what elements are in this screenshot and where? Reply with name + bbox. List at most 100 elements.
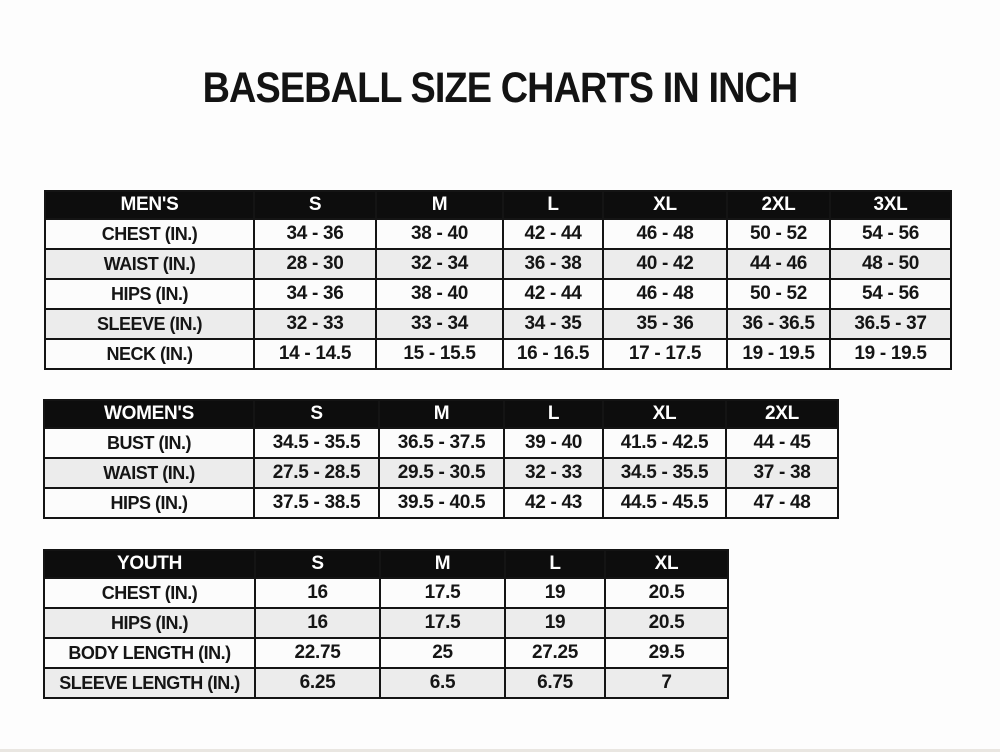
size-value-cell: 16 (254, 577, 381, 609)
womens-size-table: WOMEN'S S M L XL 2XL BUST (IN.) 34.5 - 3… (43, 399, 839, 519)
table-row: BODY LENGTH (IN.) 22.75 25 27.25 29.5 (43, 637, 729, 669)
table-row: HIPS (IN.) 34 - 36 38 - 40 42 - 44 46 - … (44, 278, 952, 310)
size-header-cell: M (375, 190, 504, 220)
row-label-cell: SLEEVE LENGTH (IN.) (43, 667, 256, 699)
size-value-cell: 6.25 (254, 667, 381, 699)
size-value-cell: 6.75 (504, 667, 606, 699)
size-value-cell: 34 - 36 (253, 278, 377, 310)
womens-table-title-cell: WOMEN'S (43, 399, 255, 429)
size-value-cell: 44 - 45 (725, 427, 839, 459)
size-value-cell: 34 - 36 (253, 218, 377, 250)
size-value-cell: 39.5 - 40.5 (378, 487, 505, 519)
table-row: WAIST (IN.) 28 - 30 32 - 34 36 - 38 40 -… (44, 248, 952, 280)
size-value-cell: 20.5 (604, 607, 729, 639)
size-value-cell: 25 (379, 637, 506, 669)
size-value-cell: 37.5 - 38.5 (253, 487, 380, 519)
size-value-cell: 54 - 56 (829, 218, 952, 250)
size-value-cell: 7 (604, 667, 729, 699)
size-value-cell: 14 - 14.5 (253, 338, 377, 370)
size-value-cell: 37 - 38 (725, 457, 839, 489)
page-title: BASEBALL SIZE CHARTS IN INCH (202, 64, 799, 112)
size-header-cell: 2XL (726, 190, 831, 220)
size-value-cell: 34.5 - 35.5 (602, 457, 727, 489)
size-header-cell: 2XL (725, 399, 839, 429)
table-row: BUST (IN.) 34.5 - 35.5 36.5 - 37.5 39 - … (43, 427, 839, 459)
size-header-cell: XL (602, 190, 728, 220)
row-label-cell: HIPS (IN.) (44, 278, 255, 310)
size-value-cell: 50 - 52 (726, 218, 831, 250)
size-value-cell: 16 - 16.5 (502, 338, 604, 370)
size-value-cell: 32 - 34 (375, 248, 504, 280)
size-value-cell: 46 - 48 (602, 218, 728, 250)
row-label-cell: CHEST (IN.) (43, 577, 256, 609)
size-header-cell: L (502, 190, 604, 220)
row-label-cell: BODY LENGTH (IN.) (43, 637, 256, 669)
size-value-cell: 32 - 33 (503, 457, 604, 489)
size-value-cell: 6.5 (379, 667, 506, 699)
size-value-cell: 28 - 30 (253, 248, 377, 280)
size-value-cell: 44 - 46 (726, 248, 831, 280)
size-header-cell: M (378, 399, 505, 429)
size-value-cell: 19 - 19.5 (726, 338, 831, 370)
size-header-cell: S (253, 190, 377, 220)
size-value-cell: 34 - 35 (502, 308, 604, 340)
row-label-cell: CHEST (IN.) (44, 218, 255, 250)
size-value-cell: 42 - 44 (502, 278, 604, 310)
row-label-cell: HIPS (IN.) (43, 487, 255, 519)
size-header-cell: XL (602, 399, 727, 429)
mens-size-table: MEN'S S M L XL 2XL 3XL CHEST (IN.) 34 - … (44, 190, 952, 370)
row-label-cell: SLEEVE (IN.) (44, 308, 255, 340)
size-value-cell: 38 - 40 (375, 278, 504, 310)
row-label-cell: BUST (IN.) (43, 427, 255, 459)
size-value-cell: 20.5 (604, 577, 729, 609)
size-value-cell: 34.5 - 35.5 (253, 427, 380, 459)
size-value-cell: 36 - 38 (502, 248, 604, 280)
table-row: HIPS (IN.) 37.5 - 38.5 39.5 - 40.5 42 - … (43, 487, 839, 519)
size-value-cell: 27.25 (504, 637, 606, 669)
table-row: CHEST (IN.) 34 - 36 38 - 40 42 - 44 46 -… (44, 218, 952, 250)
size-header-cell: 3XL (829, 190, 952, 220)
size-value-cell: 50 - 52 (726, 278, 831, 310)
row-label-cell: NECK (IN.) (44, 338, 255, 370)
row-label-cell: WAIST (IN.) (43, 457, 255, 489)
size-header-cell: L (504, 549, 606, 579)
size-value-cell: 39 - 40 (503, 427, 604, 459)
table-row: SLEEVE (IN.) 32 - 33 33 - 34 34 - 35 35 … (44, 308, 952, 340)
size-value-cell: 47 - 48 (725, 487, 839, 519)
size-value-cell: 35 - 36 (602, 308, 728, 340)
youth-header-row: YOUTH S M L XL (43, 549, 729, 579)
size-value-cell: 54 - 56 (829, 278, 952, 310)
table-row: WAIST (IN.) 27.5 - 28.5 29.5 - 30.5 32 -… (43, 457, 839, 489)
womens-header-row: WOMEN'S S M L XL 2XL (43, 399, 839, 429)
size-value-cell: 16 (254, 607, 381, 639)
size-header-cell: M (379, 549, 506, 579)
size-header-cell: XL (604, 549, 729, 579)
row-label-cell: HIPS (IN.) (43, 607, 256, 639)
size-value-cell: 38 - 40 (375, 218, 504, 250)
size-value-cell: 36.5 - 37.5 (378, 427, 505, 459)
youth-table-title-cell: YOUTH (43, 549, 256, 579)
size-value-cell: 19 (504, 577, 606, 609)
size-value-cell: 36 - 36.5 (726, 308, 831, 340)
table-row: NECK (IN.) 14 - 14.5 15 - 15.5 16 - 16.5… (44, 338, 952, 370)
size-value-cell: 40 - 42 (602, 248, 728, 280)
size-value-cell: 27.5 - 28.5 (253, 457, 380, 489)
size-header-cell: L (503, 399, 604, 429)
mens-header-row: MEN'S S M L XL 2XL 3XL (44, 190, 952, 220)
size-value-cell: 22.75 (254, 637, 381, 669)
size-value-cell: 36.5 - 37 (829, 308, 952, 340)
size-value-cell: 42 - 43 (503, 487, 604, 519)
size-value-cell: 29.5 (604, 637, 729, 669)
size-value-cell: 42 - 44 (502, 218, 604, 250)
size-header-cell: S (253, 399, 380, 429)
size-header-cell: S (254, 549, 381, 579)
table-row: HIPS (IN.) 16 17.5 19 20.5 (43, 607, 729, 639)
table-row: CHEST (IN.) 16 17.5 19 20.5 (43, 577, 729, 609)
size-value-cell: 17.5 (379, 607, 506, 639)
size-value-cell: 29.5 - 30.5 (378, 457, 505, 489)
size-value-cell: 44.5 - 45.5 (602, 487, 727, 519)
size-value-cell: 32 - 33 (253, 308, 377, 340)
table-row: SLEEVE LENGTH (IN.) 6.25 6.5 6.75 7 (43, 667, 729, 699)
size-value-cell: 17 - 17.5 (602, 338, 728, 370)
size-value-cell: 41.5 - 42.5 (602, 427, 727, 459)
